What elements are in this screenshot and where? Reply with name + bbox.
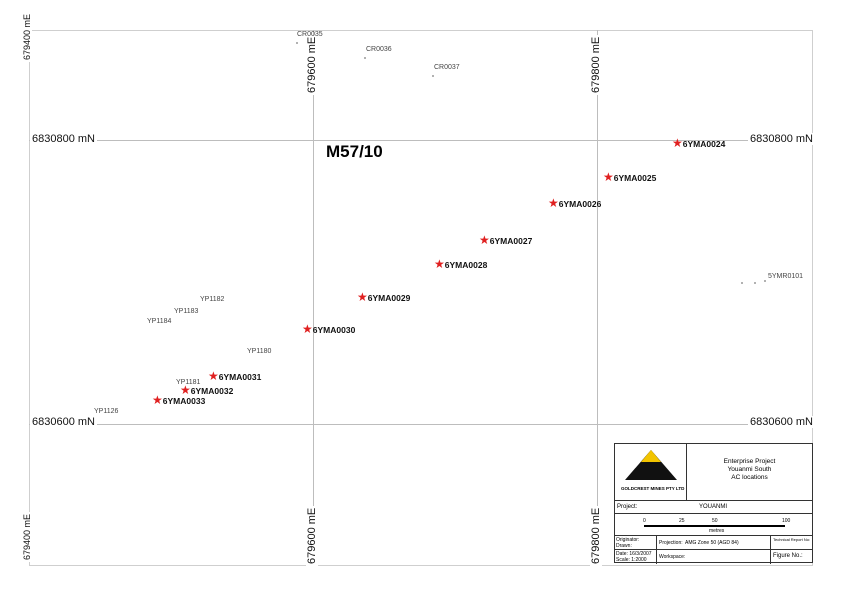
hole-label-yp1181: YP1181 (176, 379, 201, 386)
scale-bar-row: 0 25 50 100 metres (615, 514, 812, 536)
ac-hole-6yma0027[interactable]: ★6YMA0027 (479, 233, 533, 247)
easting-label-partial-bottom: 679400 mE (22, 511, 32, 562)
figure-title: Enterprise Project Youanmi South AC loca… (687, 444, 812, 501)
star-marker-icon: ★ (672, 136, 683, 150)
project-row: Project: YOUANMI (615, 501, 812, 514)
title-line-2: Youanmi South (727, 466, 772, 473)
star-marker-icon: ★ (357, 290, 368, 304)
hole-label-5ymr0101: 5YMR0101 (768, 273, 804, 280)
drawn-label: Drawn: (616, 543, 632, 549)
scale-tick-100: 100 (782, 518, 791, 524)
scale-value: 1:2000 (631, 557, 647, 563)
hole-label-yp1180: YP1180 (247, 348, 272, 355)
ac-hole-6yma0030[interactable]: ★6YMA0030 (302, 322, 356, 336)
easting-label-679800-top: 679800 mE (590, 34, 602, 95)
northing-label-lower-right: 6830600 mN (748, 416, 815, 428)
tech-report-label: Technical Report No: (773, 537, 811, 542)
ac-hole-6yma0026[interactable]: ★6YMA0026 (548, 196, 602, 210)
scale-tick-25: 25 (679, 518, 685, 524)
hole-label-cr0037: CR0037 (434, 64, 460, 71)
easting-label-679800-bottom: 679800 mE (590, 505, 602, 566)
hole-label-cr0035: CR0035 (297, 31, 323, 38)
northing-label-lower-left: 6830600 mN (30, 416, 97, 428)
hole-label-yp1183: YP1183 (174, 308, 199, 315)
hole-dot-a (741, 282, 743, 284)
hole-label-cr0036: CR0036 (366, 46, 392, 53)
ac-hole-6yma0024[interactable]: ★6YMA0024 (672, 136, 726, 150)
scale-bar (644, 525, 785, 527)
star-marker-icon: ★ (302, 322, 313, 336)
date-value: 16/3/2007 (629, 551, 652, 557)
star-marker-icon: ★ (152, 393, 163, 407)
company-name: GOLDCREST MINES PTY LTD (621, 486, 685, 491)
projection-value: AMG Zone 50 (AGD 84) (685, 540, 739, 546)
hole-label-yp1126: YP1126 (94, 408, 119, 415)
ac-hole-6yma0028[interactable]: ★6YMA0028 (434, 257, 488, 271)
easting-label-679600-top: 679600 mE (306, 34, 318, 95)
hole-dot-cr0036 (364, 57, 366, 59)
figure-no-label: Figure No.: (773, 553, 803, 559)
ac-hole-6yma0025[interactable]: ★6YMA0025 (603, 170, 657, 184)
hole-label-yp1182: YP1182 (200, 296, 225, 303)
easting-label-679600-bottom: 679600 mE (306, 505, 318, 566)
northing-label-upper-left: 6830800 mN (30, 133, 97, 145)
ac-hole-6yma0033[interactable]: ★6YMA0033 (152, 393, 206, 407)
hole-label-yp1184: YP1184 (147, 318, 172, 325)
hole-dot-c (764, 280, 766, 282)
projection-row: Originator: Drawn: Projection: AMG Zone … (615, 536, 812, 550)
scale-label: Scale: (616, 557, 630, 563)
projection-label: Projection: (659, 540, 683, 546)
mountain-logo-icon (625, 450, 677, 480)
scale-unit: metres (709, 528, 725, 534)
scale-tick-0: 0 (643, 518, 646, 524)
date-label: Date: (616, 551, 628, 557)
ac-hole-6yma0029[interactable]: ★6YMA0029 (357, 290, 411, 304)
gridline-6830600 (29, 424, 813, 425)
hole-dot-cr0035 (296, 42, 298, 44)
company-logo: GOLDCREST MINES PTY LTD (615, 444, 687, 501)
ac-hole-6yma0032[interactable]: ★6YMA0032 (180, 383, 234, 397)
map-frame (29, 30, 813, 566)
gridline-679600 (313, 30, 314, 566)
star-marker-icon: ★ (479, 233, 490, 247)
hole-dot-cr0037 (432, 75, 434, 77)
originator-label: Originator: (616, 537, 640, 543)
star-marker-icon: ★ (434, 257, 445, 271)
star-marker-icon: ★ (548, 196, 559, 210)
gridline-679800 (597, 30, 598, 566)
scale-tick-50: 50 (712, 518, 718, 524)
project-value: YOUANMI (699, 504, 728, 510)
title-block: GOLDCREST MINES PTY LTD Enterprise Proje… (614, 443, 813, 564)
title-line-3: AC locations (731, 474, 768, 481)
ac-hole-6yma0031[interactable]: ★6YMA0031 (208, 369, 262, 383)
title-line-1: Enterprise Project (723, 458, 776, 465)
star-marker-icon: ★ (603, 170, 614, 184)
workspace-label: Workspace: (659, 554, 686, 560)
easting-label-partial-top: 679400 mE (22, 11, 32, 62)
star-marker-icon: ★ (208, 369, 219, 383)
project-label: Project: (617, 504, 638, 510)
lease-label: M57/10 (326, 142, 383, 161)
star-marker-icon: ★ (180, 383, 191, 397)
gridline-6830800 (29, 140, 813, 141)
date-row: Date: 16/3/2007 Scale: 1:2000 Workspace:… (615, 550, 812, 564)
northing-label-upper-right: 6830800 mN (748, 133, 815, 145)
hole-dot-b (754, 282, 756, 284)
